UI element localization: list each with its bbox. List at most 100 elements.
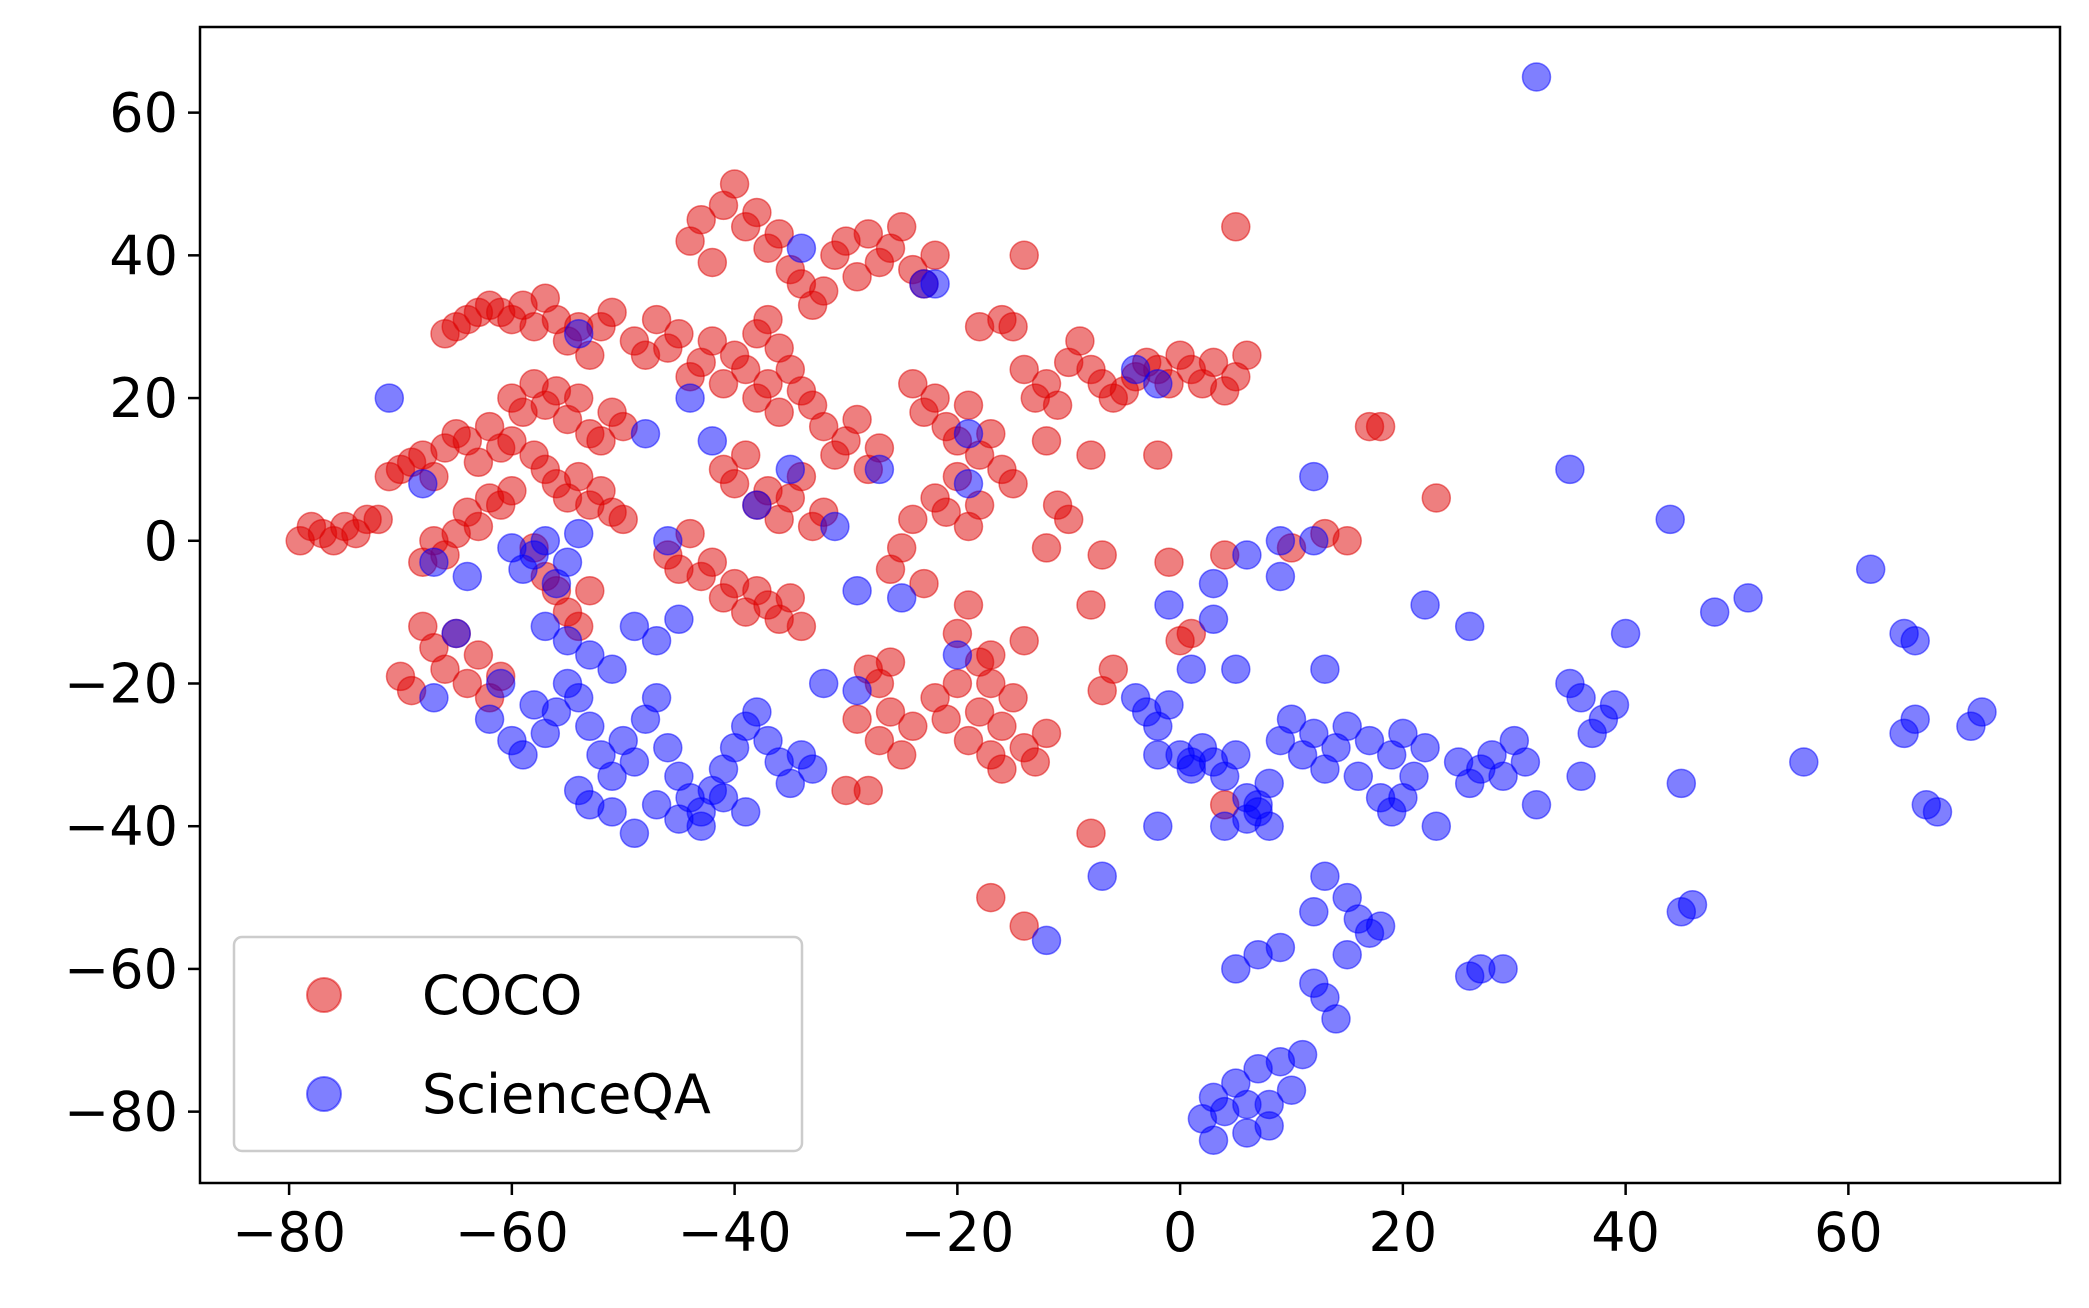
- scienceqa-point: [842, 575, 872, 606]
- coco-point: [363, 504, 393, 535]
- coco-point: [753, 304, 783, 335]
- y-tick-label: −40: [64, 795, 178, 858]
- y-tick-label: −20: [64, 652, 178, 715]
- coco-point: [808, 411, 839, 442]
- scienceqa-point: [1221, 740, 1251, 770]
- scienceqa-point: [1566, 761, 1596, 792]
- scienceqa-point: [508, 740, 538, 770]
- coco-point: [463, 640, 494, 670]
- coco-point: [998, 683, 1028, 713]
- coco-point: [886, 740, 917, 770]
- scienceqa-point: [419, 547, 449, 577]
- coco-point: [886, 212, 917, 242]
- scienceqa-point: [786, 233, 817, 263]
- scienceqa-point: [597, 797, 627, 827]
- scienceqa-point: [1321, 1004, 1351, 1034]
- coco-point: [1087, 540, 1117, 570]
- coco-point: [898, 369, 928, 399]
- coco-point: [842, 262, 872, 292]
- coco-point: [875, 554, 906, 585]
- scienceqa-point: [1699, 597, 1730, 627]
- scienceqa-point: [597, 654, 627, 684]
- x-tick-label: 40: [1591, 1201, 1660, 1264]
- coco-point: [697, 547, 728, 577]
- scienceqa-point: [820, 511, 850, 542]
- coco-point: [719, 169, 750, 199]
- coco-point: [953, 390, 984, 420]
- coco-point: [563, 383, 594, 413]
- scienceqa-point: [1488, 954, 1518, 984]
- scienceqa-point: [1566, 683, 1596, 713]
- coco-point: [1232, 340, 1262, 370]
- coco-point: [875, 647, 906, 677]
- coco-point: [1031, 426, 1062, 456]
- scienceqa-point: [1198, 604, 1229, 635]
- coco-point: [953, 590, 984, 620]
- scienceqa-point: [530, 526, 561, 556]
- coco-point: [586, 426, 616, 456]
- coco-point: [719, 468, 750, 499]
- coco-point: [563, 461, 594, 492]
- scienceqa-point: [485, 668, 516, 699]
- coco-point: [730, 440, 761, 470]
- y-axis: 60 40 20 0 −20 −40 −60 −80: [64, 82, 200, 1144]
- scienceqa-point: [552, 547, 583, 577]
- legend-label-coco: COCO: [422, 964, 582, 1027]
- scienceqa-point: [1154, 690, 1184, 720]
- scienceqa-point: [742, 490, 772, 520]
- scienceqa-point: [641, 683, 672, 713]
- series-scienceqa: [374, 62, 1997, 1155]
- scienceqa-point: [775, 454, 806, 485]
- scienceqa-point: [1332, 711, 1362, 742]
- scienceqa-point: [1232, 1089, 1262, 1120]
- coco-point: [931, 704, 961, 734]
- coco-point: [909, 568, 939, 599]
- coco-point: [931, 497, 961, 527]
- scienceqa-point: [1900, 625, 1930, 656]
- scienceqa-point: [1365, 911, 1396, 941]
- scienceqa-point: [1143, 811, 1173, 841]
- scienceqa-point: [541, 697, 572, 727]
- scienceqa-point: [1287, 1039, 1318, 1070]
- y-tick-label: −60: [64, 938, 178, 1001]
- points-layer: [285, 62, 1997, 1155]
- coco-point: [641, 304, 672, 335]
- coco-point: [1009, 625, 1039, 656]
- scienceqa-point: [1031, 925, 1062, 956]
- scienceqa-point: [552, 625, 583, 656]
- coco-point: [1354, 411, 1385, 442]
- scienceqa-point: [530, 611, 561, 642]
- coco-point: [853, 219, 884, 249]
- scienceqa-point: [697, 426, 728, 456]
- y-tick-label: −80: [64, 1081, 178, 1144]
- coco-point: [1154, 547, 1184, 577]
- scienceqa-point: [1610, 618, 1641, 649]
- scienceqa-point: [1410, 590, 1440, 620]
- coco-point: [1198, 347, 1229, 378]
- legend-marker-coco: [306, 977, 342, 1013]
- coco-point: [976, 668, 1006, 699]
- scienceqa-point: [1733, 583, 1763, 613]
- legend-box: [232, 935, 804, 1153]
- y-tick-label: 40: [109, 224, 178, 287]
- scienceqa-point: [1254, 1111, 1284, 1141]
- scienceqa-point: [441, 618, 471, 649]
- scienceqa-point: [1276, 1075, 1307, 1105]
- coco-point: [742, 197, 772, 228]
- scienceqa-point: [1555, 454, 1585, 485]
- scienceqa-point: [1666, 768, 1697, 799]
- coco-point: [664, 319, 694, 349]
- scienceqa-point: [1521, 62, 1552, 92]
- scienceqa-point: [1143, 369, 1173, 399]
- scienceqa-point: [408, 468, 438, 499]
- scienceqa-point: [1176, 747, 1207, 777]
- coco-point: [1031, 718, 1062, 749]
- scienceqa-point: [474, 704, 505, 734]
- scienceqa-point: [1388, 782, 1418, 813]
- scienceqa-point: [1789, 747, 1819, 777]
- scienceqa-point: [1154, 590, 1184, 620]
- scienceqa-point: [1354, 725, 1385, 756]
- coco-point: [697, 247, 728, 278]
- legend-label-scienceqa: ScienceQA: [422, 1063, 711, 1126]
